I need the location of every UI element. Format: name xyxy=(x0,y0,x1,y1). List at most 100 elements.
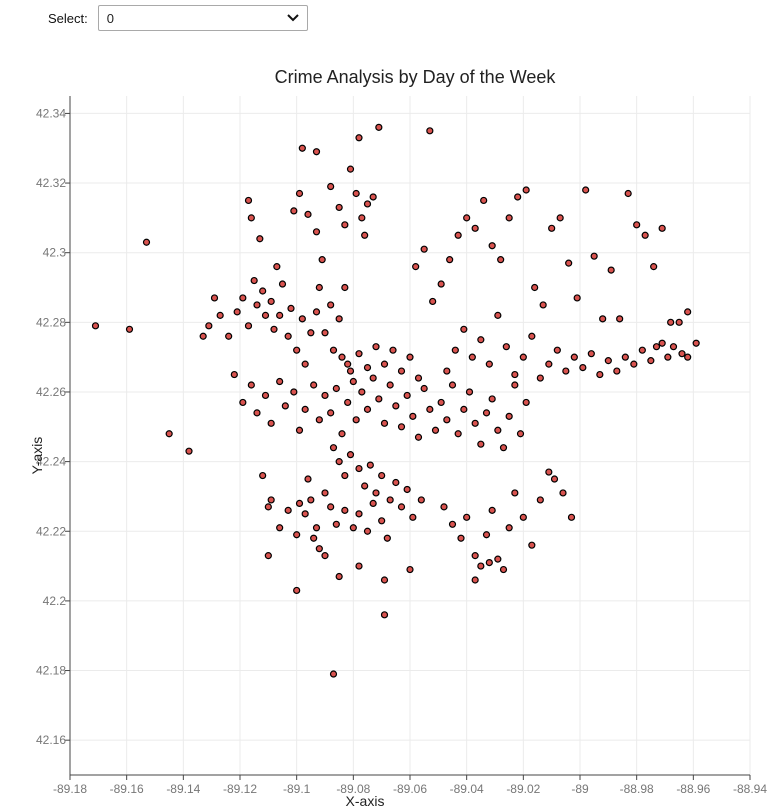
y-tick-label: 42.2 xyxy=(43,594,67,608)
data-point xyxy=(355,350,363,358)
data-point xyxy=(312,524,321,532)
data-point xyxy=(596,370,604,379)
data-point xyxy=(375,395,383,403)
data-point xyxy=(295,426,304,434)
data-point xyxy=(420,245,428,253)
data-point xyxy=(613,367,621,375)
data-point xyxy=(259,471,267,480)
data-point xyxy=(599,315,607,323)
data-point xyxy=(420,384,428,393)
data-point xyxy=(284,332,292,340)
data-point xyxy=(389,346,397,354)
data-point xyxy=(485,558,493,567)
data-point xyxy=(403,391,411,400)
x-axis-title: X-axis xyxy=(346,793,385,809)
chevron-down-icon xyxy=(287,14,299,22)
data-point xyxy=(463,513,471,521)
data-point xyxy=(321,489,329,497)
data-point xyxy=(346,165,355,173)
data-point xyxy=(409,412,417,420)
data-point xyxy=(335,203,343,212)
data-point xyxy=(321,552,329,560)
data-point xyxy=(511,489,519,497)
data-point xyxy=(335,315,343,323)
data-point xyxy=(448,520,457,528)
data-point xyxy=(582,186,590,194)
data-point xyxy=(295,189,304,198)
data-point xyxy=(355,510,363,518)
data-point xyxy=(488,242,496,250)
data-point xyxy=(440,503,448,511)
y-axis-title: Y-axis xyxy=(29,437,45,475)
data-point xyxy=(380,419,389,427)
data-point xyxy=(641,231,649,239)
data-point xyxy=(290,388,298,396)
data-point xyxy=(406,353,414,361)
data-point xyxy=(494,555,502,563)
data-point xyxy=(267,496,275,504)
data-point xyxy=(369,374,377,382)
data-point xyxy=(363,527,372,535)
y-tick-label: 42.24 xyxy=(36,455,66,469)
data-point xyxy=(386,381,394,389)
data-point xyxy=(426,127,434,135)
data-point xyxy=(505,412,513,420)
data-point xyxy=(590,252,598,260)
data-point xyxy=(366,461,374,469)
data-point xyxy=(341,471,349,480)
data-point xyxy=(327,301,335,309)
data-point xyxy=(273,263,281,271)
x-tick-label: -89.06 xyxy=(393,782,427,796)
data-point xyxy=(267,297,275,306)
data-point xyxy=(233,308,241,316)
data-point xyxy=(443,367,451,375)
data-point xyxy=(494,311,502,319)
data-point xyxy=(293,346,301,354)
data-point xyxy=(225,332,233,340)
data-point xyxy=(386,496,394,504)
data-point xyxy=(378,517,386,525)
data-point xyxy=(253,301,261,309)
data-point xyxy=(205,322,213,330)
data-point xyxy=(380,611,389,619)
data-point xyxy=(457,534,465,542)
data-point xyxy=(301,405,309,413)
data-point xyxy=(321,329,329,337)
data-point xyxy=(185,447,193,455)
data-point xyxy=(499,565,508,574)
data-point xyxy=(480,196,488,205)
select-dropdown[interactable]: 0 xyxy=(97,5,308,31)
y-tick-label: 42.28 xyxy=(36,315,66,329)
data-point xyxy=(406,565,414,574)
data-point xyxy=(545,468,553,476)
data-point xyxy=(505,524,513,532)
data-point xyxy=(414,433,423,441)
data-point xyxy=(579,364,587,372)
y-tick-label: 42.34 xyxy=(36,106,66,120)
data-point xyxy=(264,503,272,511)
data-point xyxy=(522,398,530,407)
data-point xyxy=(301,510,309,518)
data-point xyxy=(567,513,576,521)
select-control: Select: 0 xyxy=(48,4,308,32)
data-point xyxy=(556,214,564,222)
select-label: Select: xyxy=(48,10,88,26)
data-point xyxy=(528,541,536,549)
data-point xyxy=(528,332,536,340)
data-point xyxy=(429,297,437,306)
data-point xyxy=(349,377,357,386)
data-point xyxy=(397,423,406,431)
data-point xyxy=(361,231,369,239)
data-point xyxy=(315,283,323,292)
data-point xyxy=(199,332,207,340)
data-point xyxy=(210,294,219,302)
data-point xyxy=(482,409,491,417)
data-point xyxy=(505,214,513,222)
data-point xyxy=(482,531,491,539)
data-point xyxy=(239,294,247,302)
data-point xyxy=(321,391,329,400)
data-point xyxy=(392,478,400,487)
data-point xyxy=(310,534,318,542)
data-point xyxy=(392,402,400,410)
data-point xyxy=(658,339,666,347)
